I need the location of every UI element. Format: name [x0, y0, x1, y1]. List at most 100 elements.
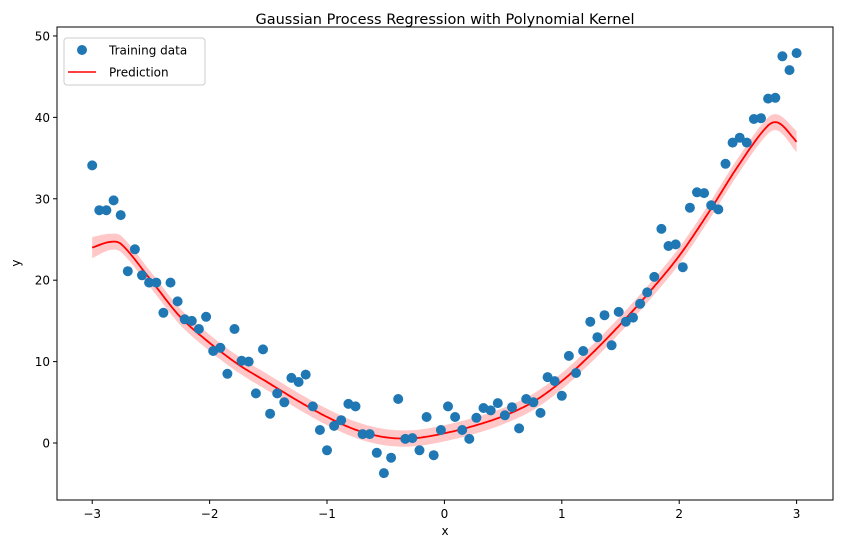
legend-marker-training: [77, 45, 87, 55]
plot-frame: [56, 26, 834, 501]
training-point: [215, 342, 226, 353]
training-point: [464, 433, 475, 444]
training-point: [172, 296, 183, 307]
training-points-layer: [87, 48, 802, 479]
training-point: [734, 132, 745, 143]
training-point: [307, 401, 318, 412]
training-point: [122, 266, 133, 277]
training-point: [87, 160, 98, 171]
training-point: [443, 401, 453, 412]
training-point: [144, 277, 155, 288]
training-point: [635, 298, 646, 309]
training-point: [777, 51, 788, 62]
training-point: [371, 447, 382, 458]
training-point: [129, 244, 140, 255]
training-point: [485, 405, 496, 416]
training-point: [421, 412, 432, 422]
y-tick-label: 10: [35, 355, 50, 369]
training-point: [549, 376, 560, 387]
training-point: [265, 408, 276, 419]
training-point: [386, 452, 397, 463]
x-tick-label: 0: [441, 507, 449, 521]
x-axis: −3 −2 −1 0 1 2 3: [83, 500, 800, 521]
training-point: [229, 324, 240, 334]
prediction-line-layer: [91, 121, 798, 440]
training-point: [407, 433, 418, 444]
training-point: [435, 425, 446, 435]
training-point: [684, 202, 695, 213]
training-point: [535, 407, 546, 418]
confidence-band: [92, 114, 797, 447]
y-tick-label: 50: [35, 29, 50, 43]
training-point: [599, 310, 610, 321]
chart-title: Gaussian Process Regression with Polynom…: [255, 12, 634, 28]
x-tick-label: −1: [318, 507, 336, 521]
training-point: [94, 205, 105, 216]
training-point: [314, 425, 325, 435]
training-point: [578, 346, 589, 356]
training-point: [222, 368, 233, 379]
confidence-band-layer: [92, 114, 797, 447]
training-point: [186, 315, 197, 326]
x-tick-label: 3: [793, 507, 801, 521]
y-tick-label: 30: [35, 192, 50, 206]
training-point: [628, 312, 638, 323]
training-point: [606, 340, 617, 351]
y-axis: 0 10 20 30 40 50: [35, 29, 57, 451]
training-point: [378, 468, 389, 479]
x-axis-label: x: [441, 524, 448, 538]
legend-label-training: Training data: [108, 44, 187, 58]
training-point: [649, 271, 660, 282]
training-point: [272, 388, 283, 399]
training-point: [741, 137, 752, 148]
training-point: [151, 277, 162, 288]
training-point: [585, 316, 596, 327]
training-point: [713, 204, 724, 215]
legend: Training data Prediction: [63, 37, 206, 86]
training-point: [300, 369, 311, 380]
training-point: [613, 306, 624, 317]
training-point: [499, 410, 510, 421]
training-point: [250, 388, 261, 399]
training-point: [770, 92, 781, 103]
training-point: [450, 412, 461, 422]
training-point: [193, 324, 204, 334]
training-point: [243, 356, 254, 367]
x-tick-label: −2: [201, 507, 219, 521]
training-point: [563, 350, 574, 361]
y-tick-label: 20: [35, 274, 50, 288]
training-point: [727, 137, 738, 148]
training-point: [279, 397, 290, 408]
training-point: [428, 450, 439, 461]
training-point: [158, 307, 169, 318]
training-point: [101, 205, 112, 216]
training-point: [514, 423, 525, 434]
training-point: [336, 415, 347, 426]
legend-box: [63, 37, 206, 86]
training-point: [677, 262, 688, 273]
training-point: [791, 48, 802, 59]
training-point: [556, 390, 567, 401]
training-point: [720, 158, 731, 169]
training-point: [471, 412, 482, 423]
y-tick-label: 40: [35, 111, 50, 125]
x-tick-label: 1: [558, 507, 566, 521]
training-point: [364, 429, 375, 440]
x-tick-label: 2: [675, 507, 683, 521]
training-point: [201, 311, 212, 322]
training-point: [699, 188, 710, 199]
training-point: [137, 270, 147, 281]
y-tick-label: 0: [42, 437, 50, 451]
training-point: [165, 277, 176, 288]
training-point: [393, 394, 404, 404]
training-point: [115, 210, 126, 221]
x-tick-label: −3: [83, 507, 101, 521]
training-point: [350, 401, 361, 412]
training-point: [670, 239, 681, 250]
training-point: [258, 344, 268, 355]
training-point: [656, 223, 667, 234]
training-point: [414, 445, 425, 456]
training-point: [571, 368, 581, 378]
training-point: [457, 425, 468, 435]
training-point: [642, 287, 653, 298]
